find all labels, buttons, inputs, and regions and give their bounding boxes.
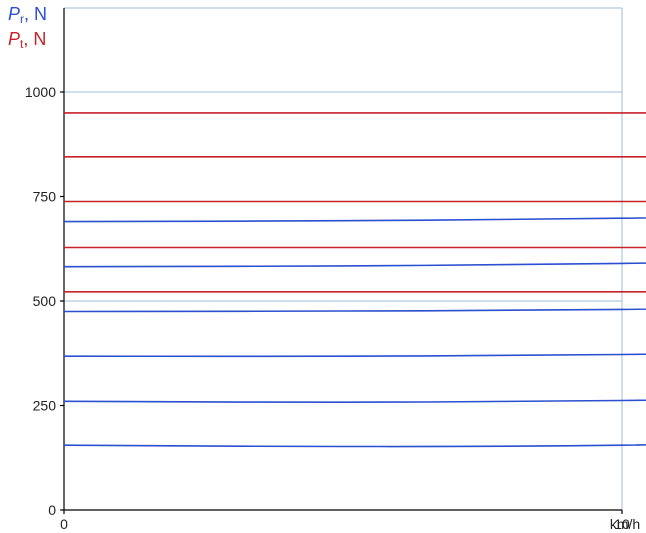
y-tick-label: 250 [33, 398, 57, 414]
traction-curve-t4 [64, 246, 646, 249]
resistance-curve-r1 [63, 444, 646, 448]
y-tick-label: 500 [33, 293, 57, 309]
axes [60, 8, 623, 514]
x-tick-label: 0 [60, 516, 68, 532]
traction-curve-t2 [64, 156, 646, 158]
y-tick-label: 750 [33, 189, 57, 205]
y-axis-labels: Pr, N Pt, N [8, 4, 47, 51]
y-axis-label-t: Pt, N [8, 29, 46, 51]
y-tick-label: 1000 [25, 84, 56, 100]
grid [64, 7, 623, 510]
resistance-curves [63, 217, 646, 448]
resistance-curve-r6 [63, 217, 646, 223]
x-axis-unit: km/h [610, 516, 640, 532]
y-axis-label-r: Pr, N [8, 4, 47, 26]
x-tick-label: 10 [614, 516, 630, 532]
y-tick-label: 0 [48, 502, 56, 518]
